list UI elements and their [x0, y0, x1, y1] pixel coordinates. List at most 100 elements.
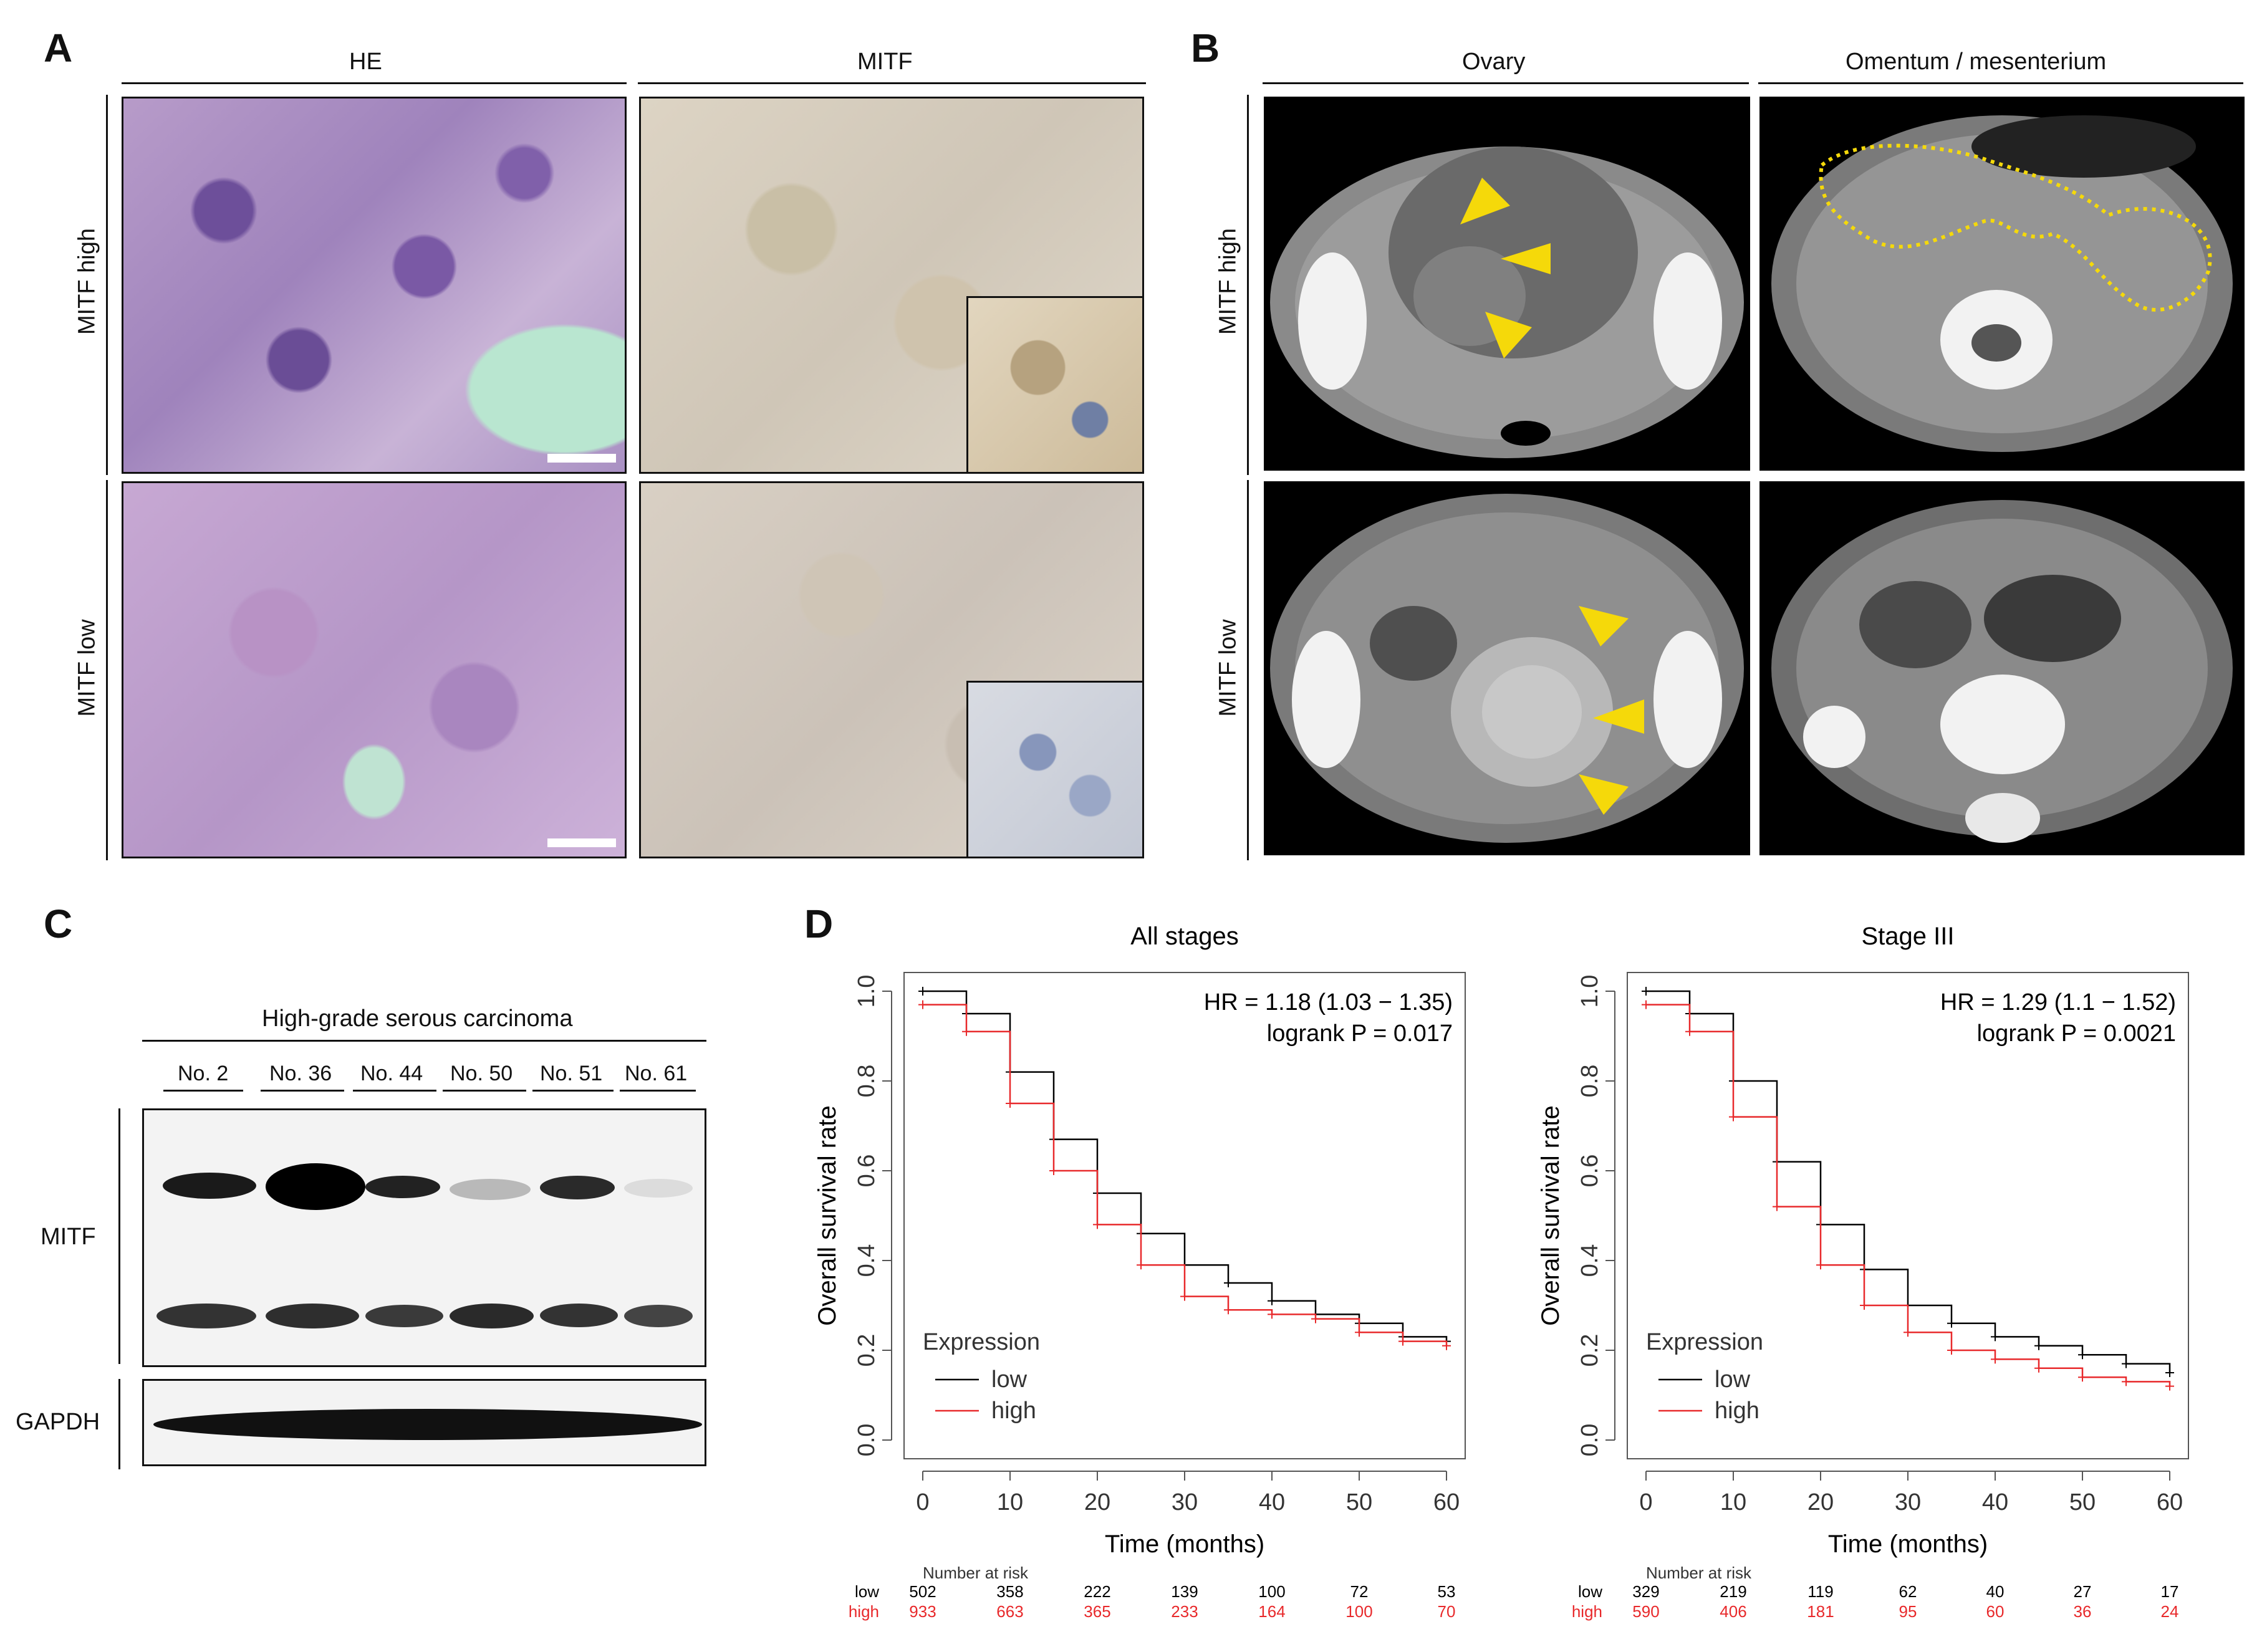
km-legend-title: Expression — [923, 1329, 1040, 1355]
blot-band — [540, 1304, 618, 1327]
panel-a-row-line-low — [106, 480, 108, 860]
ct-ovary-low — [1264, 481, 1750, 855]
panel-a-letter: A — [44, 26, 73, 70]
ct-ovary-high — [1264, 97, 1750, 471]
km-censor-high — [1729, 1112, 1738, 1121]
km-risk-value: 406 — [1720, 1602, 1746, 1621]
arrowhead-marker — [1501, 243, 1551, 274]
km-y-tick-label: 1.0 — [854, 975, 880, 1008]
blot-band — [365, 1305, 443, 1327]
km-x-tick-label: 20 — [1084, 1489, 1110, 1515]
km-x-tick-label: 40 — [1259, 1489, 1285, 1515]
km-y-axis-label: Overall survival rate — [1537, 1105, 1564, 1325]
km-risk-value: 36 — [2074, 1602, 2092, 1621]
km-x-tick-label: 60 — [1433, 1489, 1460, 1515]
km-x-axis-label: Time (months) — [1105, 1530, 1264, 1558]
km-risk-value: 24 — [2161, 1602, 2179, 1621]
km-censor-high — [2122, 1377, 2130, 1386]
km-risk-value: 502 — [909, 1582, 936, 1601]
km-censor-low — [1268, 1296, 1276, 1305]
km-censor-low — [1224, 1279, 1233, 1287]
ct-omentum-low — [1759, 481, 2245, 855]
km-x-tick-label: 30 — [1172, 1489, 1198, 1515]
mitf-blot-label: MITF — [41, 1224, 96, 1250]
km-legend-label-low: low — [991, 1366, 1028, 1393]
mitf-low-micrograph — [639, 481, 1144, 858]
km-risk-value: 100 — [1345, 1602, 1372, 1621]
sample-label: No. 61 — [625, 1062, 688, 1085]
blot-header: High-grade serous carcinoma — [262, 1006, 573, 1032]
km-censor-high — [1991, 1355, 2000, 1364]
km-x-tick-label: 10 — [997, 1489, 1023, 1515]
blot-band — [266, 1163, 365, 1210]
sample-underline — [261, 1090, 344, 1092]
mitf-high-inset — [966, 296, 1142, 472]
km-risk-row-label-low: low — [1578, 1582, 1602, 1601]
km-censor-high — [2165, 1381, 2174, 1391]
km-risk-value: 222 — [1084, 1582, 1110, 1601]
km-censor-high — [2034, 1363, 2043, 1373]
km-risk-value: 219 — [1720, 1582, 1746, 1601]
sample-label: No. 2 — [178, 1062, 229, 1085]
km-y-tick-label: 0.8 — [854, 1065, 880, 1098]
sample-underline — [443, 1090, 526, 1092]
km-risk-header: Number at risk — [923, 1563, 1029, 1582]
panel-a-header-line-he — [122, 82, 627, 84]
blot-band — [365, 1176, 440, 1198]
km-x-tick-label: 0 — [916, 1489, 929, 1515]
km-y-tick-label: 0.0 — [1577, 1424, 1603, 1457]
panel-d-letter: D — [804, 901, 834, 946]
km-censor-high — [1049, 1166, 1058, 1175]
arrowhead-marker — [1593, 699, 1644, 734]
km-risk-value: 139 — [1171, 1582, 1198, 1601]
km-risk-value: 181 — [1807, 1602, 1834, 1621]
panel-b-header-line-ovary — [1263, 82, 1749, 84]
blot-band — [156, 1304, 256, 1328]
mitf-high-micrograph — [639, 97, 1144, 474]
km-censor-high — [918, 1000, 927, 1009]
blot-band — [540, 1176, 615, 1199]
km-risk-value: 27 — [2074, 1582, 2092, 1601]
km-censor-high — [1773, 1202, 1781, 1211]
gapdh-bracket — [118, 1379, 120, 1469]
km-x-tick-label: 50 — [2069, 1489, 2096, 1515]
mitf-bracket — [118, 1108, 120, 1364]
blot-header-line — [142, 1040, 706, 1042]
km-x-tick-label: 50 — [1346, 1489, 1372, 1515]
km-censor-high — [1816, 1261, 1825, 1270]
gapdh-blot — [142, 1379, 706, 1466]
km-risk-row-label-high: high — [1572, 1602, 1602, 1621]
km-risk-value: 590 — [1632, 1602, 1659, 1621]
km-x-axis-label: Time (months) — [1828, 1530, 1988, 1558]
km-plot-frame — [903, 972, 1466, 1459]
km-risk-value: 95 — [1899, 1602, 1917, 1621]
km-censor-low — [2078, 1350, 2087, 1360]
km-y-tick-label: 0.2 — [854, 1334, 880, 1367]
km-risk-value: 119 — [1807, 1582, 1833, 1601]
km-y-tick-label: 0.0 — [854, 1424, 880, 1457]
km-censor-low — [918, 987, 927, 996]
km-censor-high — [1947, 1346, 1956, 1355]
km-censor-low — [1642, 987, 1650, 996]
km-censor-low — [2165, 1368, 2174, 1377]
km-p-text: logrank P = 0.0021 — [1977, 1020, 2176, 1047]
km-censor-high — [1180, 1292, 1189, 1301]
sample-label: No. 51 — [540, 1062, 603, 1085]
km-risk-row-label-high: high — [849, 1602, 879, 1621]
km-legend-label-low: low — [1715, 1366, 1751, 1393]
km-x-tick-label: 0 — [1639, 1489, 1652, 1515]
panel-b-letter: B — [1191, 26, 1220, 70]
km-censor-high — [1224, 1305, 1233, 1315]
km-plot-stage-iii: Stage III 0 10 20 30 40 50 60 0.0 0.2 0.4 0.6 0.8 1.0… — [1537, 923, 2189, 1621]
sample-underline — [353, 1090, 436, 1092]
sample-underline — [620, 1090, 696, 1092]
km-y-tick-label: 0.6 — [1577, 1155, 1603, 1188]
km-risk-value: 62 — [1899, 1582, 1917, 1601]
sample-underline — [532, 1090, 614, 1092]
tumor-outline — [1819, 143, 2212, 312]
km-risk-row-label-low: low — [855, 1582, 879, 1601]
km-risk-value: 17 — [2161, 1582, 2179, 1601]
km-hr-text: HR = 1.29 (1.1 − 1.52) — [1940, 989, 2176, 1016]
km-hr-text: HR = 1.18 (1.03 − 1.35) — [1204, 989, 1453, 1016]
km-risk-value: 233 — [1171, 1602, 1198, 1621]
